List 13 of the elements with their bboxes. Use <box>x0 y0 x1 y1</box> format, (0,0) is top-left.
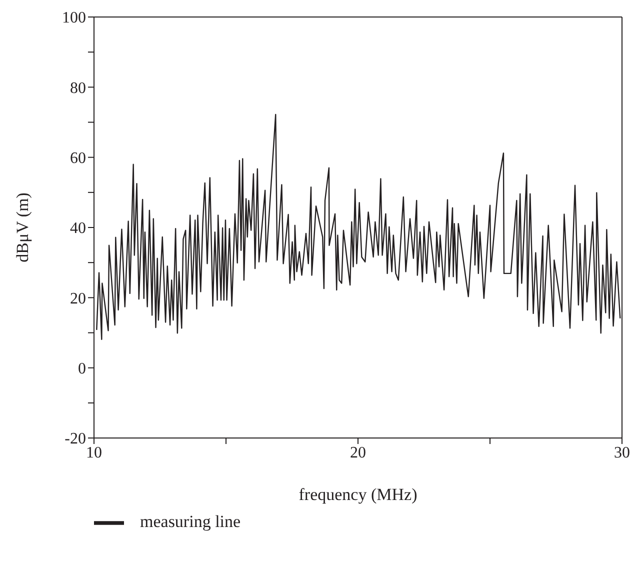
y-tick-label: 0 <box>78 360 86 378</box>
x-axis-title: frequency (MHz) <box>298 485 418 504</box>
x-tick-label: 20 <box>350 444 366 462</box>
legend-label: measuring line <box>140 512 241 531</box>
x-tick-label: 30 <box>614 444 630 462</box>
y-tick-label: 40 <box>70 220 86 238</box>
y-axis-title: dBμV (m) <box>13 192 32 262</box>
y-tick-label: 60 <box>70 150 86 168</box>
y-tick-label: 100 <box>62 10 86 27</box>
y-tick-label: 80 <box>70 80 86 97</box>
y-tick-label: -20 <box>64 430 86 448</box>
x-tick-label: 10 <box>86 444 102 462</box>
y-tick-label: 20 <box>70 290 86 308</box>
